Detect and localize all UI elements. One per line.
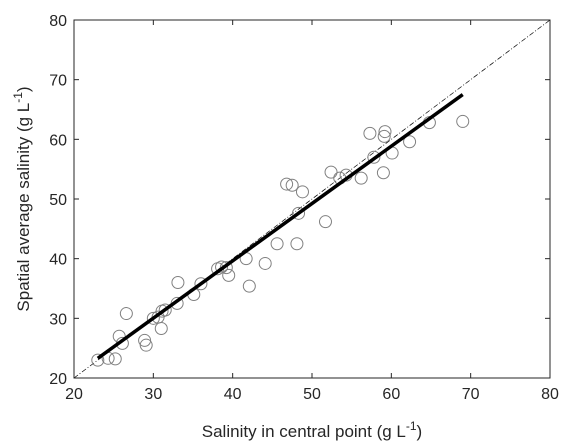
x-tick-label: 50 — [303, 386, 321, 403]
y-tick-label: 80 — [49, 13, 67, 30]
data-point — [171, 276, 185, 290]
x-tick-label: 30 — [144, 386, 162, 403]
x-tick-label: 20 — [65, 386, 83, 403]
data-point — [222, 268, 236, 282]
data-point — [270, 237, 284, 251]
data-point — [158, 303, 172, 317]
data-point — [194, 277, 208, 291]
data-point — [363, 126, 377, 140]
data-point — [280, 177, 294, 191]
data-point — [215, 260, 229, 274]
identity-line — [73, 19, 551, 379]
data-point — [367, 150, 381, 164]
x-axis-label-close: ) — [417, 422, 423, 441]
data-point — [318, 215, 332, 229]
data-point — [378, 125, 392, 139]
x-axis-label-main: Salinity in central point (g L — [202, 422, 406, 441]
y-tick-label: 30 — [49, 311, 67, 328]
data-point — [290, 237, 304, 251]
ticks-layer: 20 30 40 50 60 70 80 20 30 40 50 60 70 80 — [49, 13, 559, 403]
y-axis-label: Spatial average salinity (g L-1) — [11, 86, 33, 311]
x-tick-label: 70 — [462, 386, 480, 403]
data-point — [146, 311, 160, 325]
data-point — [456, 114, 470, 128]
x-tick-label: 60 — [382, 386, 400, 403]
x-tick-label: 80 — [541, 386, 559, 403]
data-point — [403, 135, 417, 149]
data-point — [295, 185, 309, 199]
y-tick-label: 60 — [49, 132, 67, 149]
y-tick-label: 70 — [49, 73, 67, 90]
data-point — [154, 321, 168, 335]
y-tick-label: 40 — [49, 252, 67, 269]
data-point — [324, 165, 338, 179]
data-point — [119, 307, 133, 321]
data-point — [285, 178, 299, 192]
y-axis-label-sup: -1 — [11, 92, 25, 103]
data-point — [108, 352, 122, 366]
fit-line-layer — [96, 93, 464, 360]
data-point — [258, 256, 272, 270]
data-point — [242, 279, 256, 293]
y-axis-label-main: Spatial average salinity (g L — [14, 103, 33, 312]
y-axis-label-close: ) — [14, 86, 33, 92]
identity-line-layer — [73, 19, 551, 379]
data-point — [139, 338, 153, 352]
fit-line — [96, 93, 464, 360]
y-tick-label: 50 — [49, 192, 67, 209]
x-tick-label: 40 — [224, 386, 242, 403]
data-point — [292, 206, 306, 220]
x-axis-label-sup: -1 — [406, 419, 417, 433]
data-point — [138, 333, 152, 347]
data-point — [377, 129, 391, 143]
data-point — [376, 166, 390, 180]
x-axis-label: Salinity in central point (g L-1) — [202, 419, 422, 441]
data-point — [354, 171, 368, 185]
y-tick-label: 20 — [49, 371, 67, 388]
data-point — [91, 353, 105, 367]
